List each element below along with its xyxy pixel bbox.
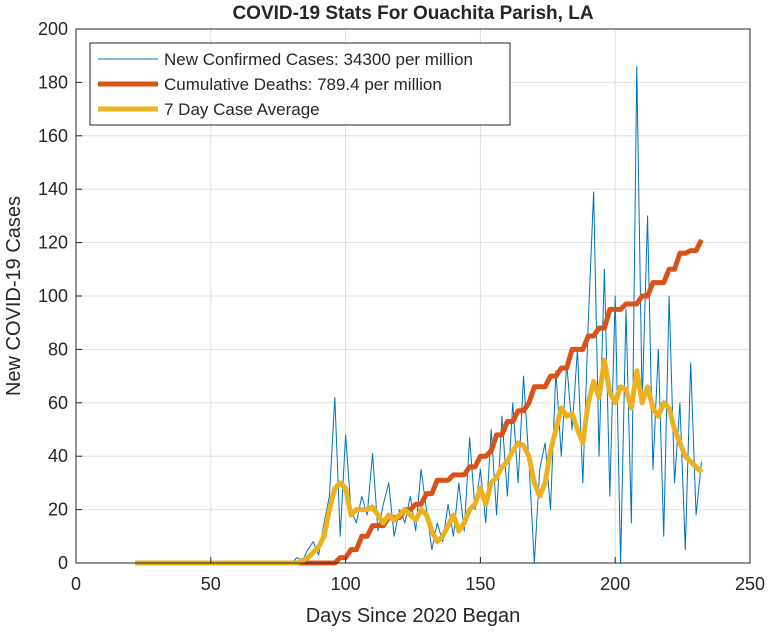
legend-label: Cumulative Deaths: 789.4 per million <box>164 75 442 94</box>
legend-label: 7 Day Case Average <box>164 100 320 119</box>
y-tick-label: 0 <box>58 553 68 573</box>
x-tick-label: 250 <box>735 574 765 594</box>
y-axis-label: New COVID-19 Cases <box>3 196 25 396</box>
y-tick-label: 40 <box>48 446 68 466</box>
legend-label: New Confirmed Cases: 34300 per million <box>164 50 473 69</box>
y-tick-label: 180 <box>38 72 68 92</box>
y-tick-label: 120 <box>38 233 68 253</box>
ticks: 0 50 100 150 200 250 0 20 40 60 80 100 120 140 160 180 2… <box>38 19 765 594</box>
y-tick-label: 160 <box>38 126 68 146</box>
y-tick-label: 140 <box>38 179 68 199</box>
chart-title: COVID-19 Stats For Ouachita Parish, LA <box>232 3 593 24</box>
x-axis-label: Days Since 2020 Began <box>306 605 521 627</box>
y-tick-label: 200 <box>38 19 68 39</box>
legend: New Confirmed Cases: 34300 per million Cu… <box>89 42 511 126</box>
x-tick-label: 0 <box>71 574 81 594</box>
y-tick-label: 60 <box>48 393 68 413</box>
x-tick-label: 200 <box>600 574 630 594</box>
x-tick-label: 100 <box>331 574 361 594</box>
x-tick-label: 50 <box>201 574 221 594</box>
legend-box <box>89 42 511 126</box>
y-tick-label: 20 <box>48 500 68 520</box>
y-tick-label: 100 <box>38 286 68 306</box>
x-tick-label: 150 <box>465 574 495 594</box>
y-tick-label: 80 <box>48 339 68 359</box>
